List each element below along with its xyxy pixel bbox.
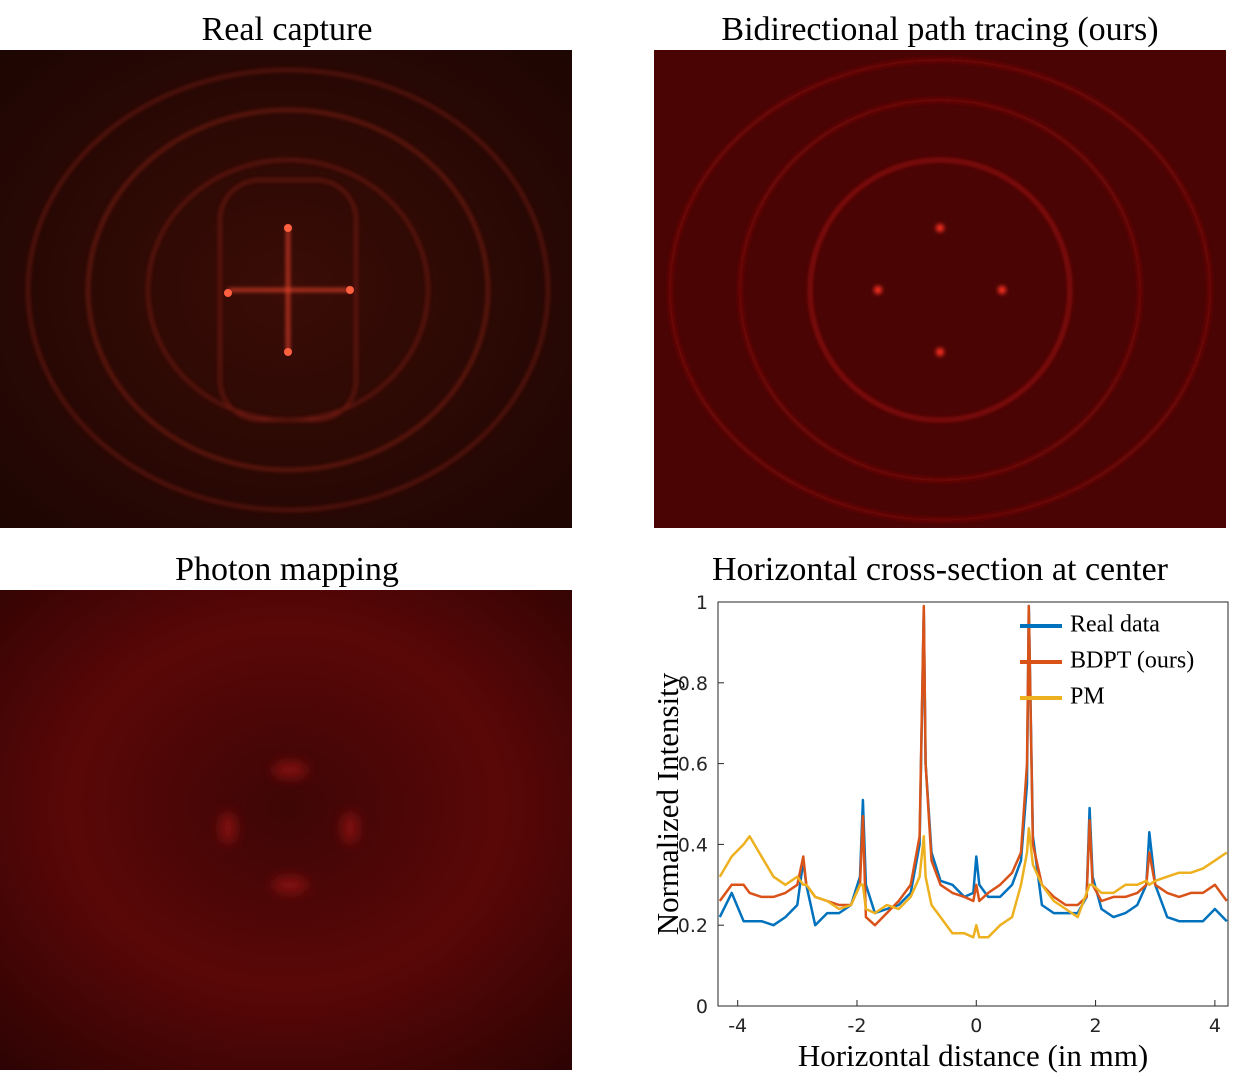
x-tick-label: 4 <box>1209 1015 1221 1037</box>
chart: Horizontal cross-section at center -4 -2 0… <box>650 551 1229 1073</box>
image-title: Bidirectional path tracing (ours) <box>721 11 1158 48</box>
y-tick-label: 0 <box>696 996 708 1018</box>
chart-title: Horizontal cross-section at center <box>712 551 1169 588</box>
bdpt-image <box>654 50 1226 528</box>
x-tick-label: 2 <box>1090 1015 1102 1037</box>
x-tick-label: -2 <box>848 1015 867 1037</box>
plot-area <box>717 601 1229 1007</box>
legend-label: BDPT (ours) <box>1070 648 1194 674</box>
y-tick-label: 0.2 <box>678 915 708 937</box>
y-tick-label: 0.8 <box>678 673 708 695</box>
series-line <box>718 826 1228 939</box>
legend-label: PM <box>1070 684 1105 710</box>
series-line <box>718 604 1228 927</box>
real-capture-image <box>0 50 572 528</box>
x-tick-label: 0 <box>970 1015 982 1037</box>
y-tick-label: 0.6 <box>678 754 708 776</box>
legend-label: Real data <box>1070 612 1160 638</box>
image-title: Real capture <box>202 11 373 48</box>
photon-mapping-image <box>0 590 572 1070</box>
image-title: Photon mapping <box>175 551 399 588</box>
x-axis-label: Horizontal distance (in mm) <box>798 1038 1148 1073</box>
x-tick-label: -4 <box>728 1015 747 1037</box>
y-tick-label: 0.4 <box>678 834 708 856</box>
y-axis-label: Normalized Intensity <box>650 672 685 935</box>
y-tick-label: 1 <box>696 592 708 614</box>
